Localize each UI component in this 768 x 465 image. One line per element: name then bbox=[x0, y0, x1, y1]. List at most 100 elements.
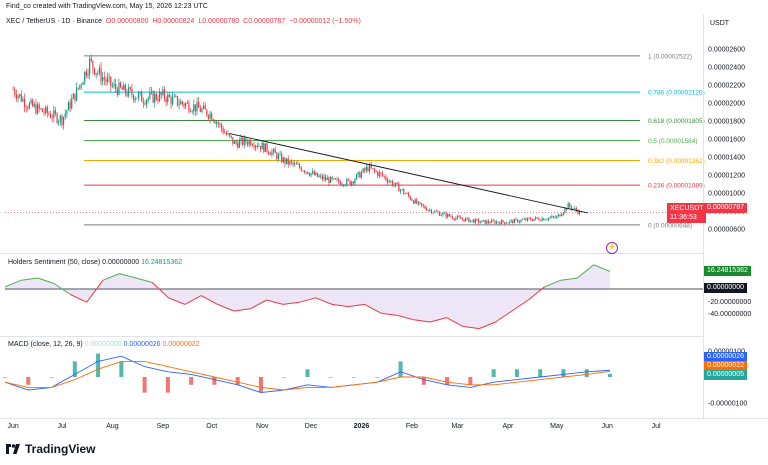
trendline bbox=[229, 133, 588, 214]
candle-body bbox=[62, 116, 65, 125]
candle-body bbox=[35, 104, 37, 114]
sentiment-line-seg bbox=[86, 279, 104, 303]
candle-body bbox=[132, 95, 135, 101]
candle-body bbox=[577, 210, 579, 214]
candle-body bbox=[71, 99, 73, 109]
candle-body bbox=[486, 220, 488, 224]
candle-body bbox=[409, 196, 411, 200]
sentiment-line-seg bbox=[37, 277, 55, 284]
candle-body bbox=[554, 216, 556, 218]
candle-body bbox=[90, 58, 92, 61]
x-tick-label: Oct bbox=[206, 423, 217, 430]
candle-body bbox=[546, 219, 548, 221]
sentiment-line-seg bbox=[331, 303, 349, 308]
candle-body bbox=[551, 216, 553, 218]
candle-body bbox=[152, 91, 154, 103]
candle-body bbox=[456, 216, 459, 219]
candle-body bbox=[416, 199, 418, 204]
candle-body bbox=[318, 176, 320, 178]
candle-body bbox=[279, 153, 281, 155]
sentiment-zero-tag: 0.00000000 bbox=[704, 283, 747, 293]
candle-body bbox=[111, 85, 114, 87]
macd-histogram-bar bbox=[235, 377, 240, 385]
candle-body bbox=[276, 153, 278, 159]
candle-body bbox=[497, 221, 499, 223]
candle-body bbox=[51, 117, 53, 119]
macd-legend[interactable]: MACD (close, 12, 26, 9) 0.00000005 0.000… bbox=[8, 341, 200, 348]
candle-body bbox=[461, 218, 463, 220]
candle-body bbox=[141, 91, 143, 102]
candle-body bbox=[202, 105, 205, 109]
sentiment-legend[interactable]: Holders Sentiment (50, close) 0.00000000… bbox=[8, 259, 182, 266]
candle-body bbox=[248, 140, 250, 145]
sentiment-line-seg bbox=[315, 297, 333, 305]
candle-body bbox=[351, 181, 353, 185]
macd-histogram-bar bbox=[26, 377, 31, 385]
macd-histogram-bar bbox=[189, 377, 194, 385]
price-tag-symbol: XECUSDT bbox=[670, 205, 704, 212]
x-tick-label: Sep bbox=[157, 423, 170, 430]
ohlc-open: O0.00000800 bbox=[105, 18, 149, 25]
candle-body bbox=[320, 175, 322, 177]
candle-body bbox=[421, 203, 423, 206]
candle-body bbox=[201, 108, 203, 112]
ohlc-change: −0.00000012 (−1.50%) bbox=[289, 18, 361, 25]
price-chart[interactable]: 1 (0.00002522) 0.786 (0.00002120) 0.618 (0… bbox=[0, 0, 768, 440]
candle-body bbox=[134, 98, 136, 101]
candle-body bbox=[49, 114, 52, 118]
x-tick-label: May bbox=[550, 423, 564, 430]
macd-blue-tag: 0.00000026 bbox=[704, 352, 747, 362]
candle-body bbox=[502, 220, 504, 223]
candle-body bbox=[427, 209, 429, 211]
candle-body bbox=[570, 206, 573, 210]
sentiment-fill bbox=[5, 264, 610, 329]
sentiment-line-seg bbox=[217, 303, 235, 312]
candle-body bbox=[268, 151, 270, 154]
candle-body bbox=[46, 107, 48, 114]
macd-histogram-bar bbox=[491, 369, 496, 377]
time-axis-separator bbox=[0, 418, 768, 419]
candle-body bbox=[136, 98, 138, 99]
candle-body bbox=[168, 94, 170, 98]
sentiment-line-seg bbox=[397, 314, 414, 321]
lightning-icon[interactable]: ⚡ bbox=[606, 242, 618, 254]
candle-body bbox=[331, 177, 333, 179]
tradingview-logo-icon bbox=[6, 444, 20, 454]
macd-histogram-bar bbox=[561, 369, 566, 377]
symbol-title: XEC / TetherUS · 1D · Binance bbox=[6, 18, 102, 25]
candle-body bbox=[523, 218, 525, 220]
candle-body bbox=[240, 137, 242, 141]
candle-body bbox=[199, 107, 201, 112]
symbol-legend[interactable]: XEC / TetherUS · 1D · Binance O0.0000080… bbox=[6, 18, 363, 25]
candle-body bbox=[292, 162, 294, 165]
candle-body bbox=[180, 101, 182, 105]
candle-body bbox=[238, 140, 240, 148]
candle-body bbox=[429, 209, 431, 211]
candle-body bbox=[64, 113, 66, 117]
candle-body bbox=[398, 183, 400, 192]
candle-body bbox=[367, 167, 369, 172]
candle-body bbox=[543, 218, 545, 221]
candle-body bbox=[97, 72, 99, 74]
macd-histogram-bar bbox=[514, 369, 519, 377]
candle-body bbox=[561, 214, 563, 217]
tradingview-logo[interactable]: TradingView bbox=[6, 442, 95, 456]
sentiment-line-seg bbox=[560, 277, 578, 281]
sentiment-value-tag: 16.24815362 bbox=[704, 266, 751, 276]
candle-body bbox=[495, 221, 498, 224]
sentiment-value-2: 16.24815362 bbox=[141, 259, 182, 266]
candle-body bbox=[544, 219, 546, 221]
candle-body bbox=[33, 104, 35, 107]
macd-value-hist: 0.00000005 bbox=[84, 341, 122, 348]
sentiment-line-seg bbox=[511, 299, 529, 312]
candle-body bbox=[528, 217, 530, 219]
candle-body bbox=[517, 219, 519, 223]
candle-body bbox=[22, 98, 24, 102]
candle-body bbox=[352, 181, 354, 184]
candle-body bbox=[225, 132, 227, 135]
candle-body bbox=[504, 222, 506, 224]
candle-body bbox=[98, 67, 101, 73]
macd-histogram-bar bbox=[375, 377, 380, 378]
candle-body bbox=[412, 200, 415, 204]
candle-body bbox=[77, 87, 79, 89]
